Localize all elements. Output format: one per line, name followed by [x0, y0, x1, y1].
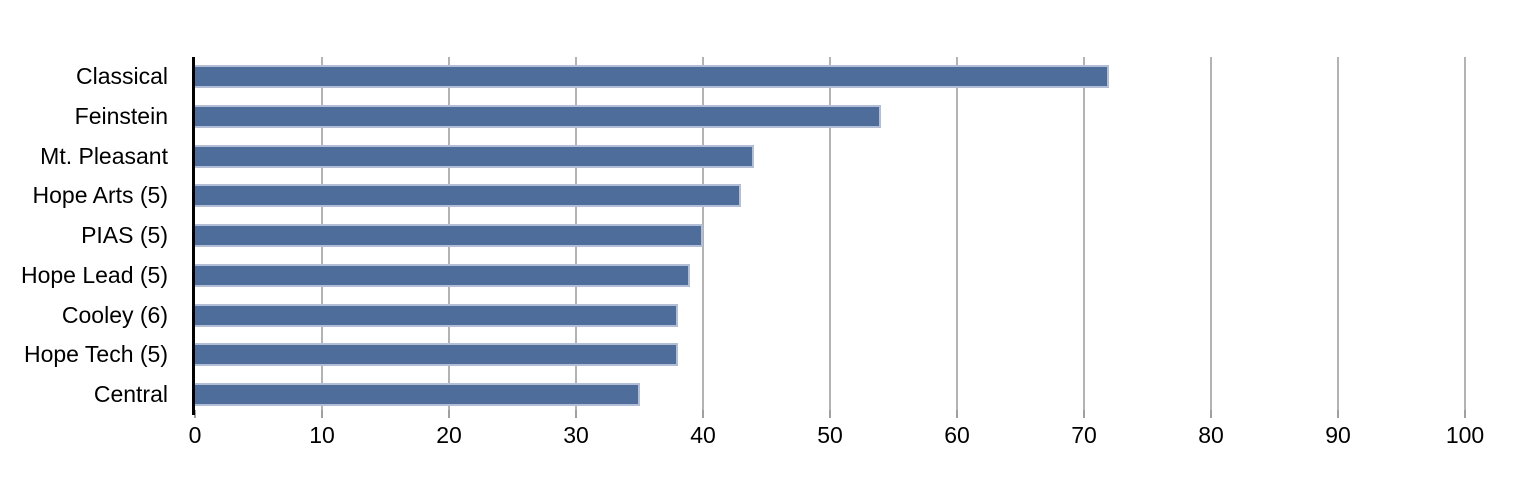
x-tick-label: 70 — [1071, 422, 1097, 448]
axis-tick — [321, 410, 323, 418]
y-axis-line — [192, 57, 195, 415]
x-tick-label: 90 — [1325, 422, 1351, 448]
bar — [195, 144, 754, 168]
gridline — [829, 57, 831, 411]
axis-tick — [575, 410, 577, 418]
gridline — [956, 57, 958, 411]
axis-tick — [1083, 410, 1085, 418]
bar — [195, 224, 703, 247]
gridline — [1210, 57, 1212, 411]
x-tick-label: 20 — [436, 422, 462, 448]
category-label: Hope Lead (5) — [20, 261, 168, 288]
x-tick-label: 60 — [944, 422, 970, 448]
bar — [195, 383, 640, 406]
category-label: Mt. Pleasant — [40, 142, 168, 169]
category-label: Feinstein — [74, 102, 168, 129]
category-label: Central — [93, 381, 168, 407]
gridline — [1337, 57, 1339, 411]
x-tick-label: 10 — [309, 422, 335, 448]
x-tick-label: 0 — [188, 422, 202, 448]
axis-tick — [1464, 410, 1466, 418]
bar — [195, 104, 881, 128]
x-tick-label: 40 — [690, 422, 716, 448]
category-label: Classical — [75, 63, 168, 89]
bar — [195, 184, 742, 208]
axis-tick — [829, 410, 831, 418]
axis-tick — [194, 410, 196, 418]
axis-tick — [956, 410, 958, 418]
x-tick-label: 100 — [1445, 422, 1485, 448]
category-label: Hope Tech (5) — [23, 341, 168, 368]
bar — [195, 343, 678, 367]
bar — [195, 65, 1110, 88]
category-label: Cooley (6) — [61, 301, 168, 328]
axis-tick — [702, 410, 704, 418]
gridline — [1083, 57, 1085, 411]
gridline — [1464, 57, 1466, 411]
category-label: Hope Arts (5) — [32, 182, 169, 209]
bar — [195, 303, 678, 327]
category-label: PIAS (5) — [81, 222, 168, 248]
axis-tick — [1210, 410, 1212, 418]
bar — [195, 263, 691, 287]
axis-tick — [1337, 410, 1339, 418]
x-tick-label: 80 — [1198, 422, 1224, 448]
x-tick-label: 30 — [563, 422, 589, 448]
x-tick-label: 50 — [817, 422, 843, 448]
axis-tick — [448, 410, 450, 418]
gridline — [702, 57, 704, 411]
